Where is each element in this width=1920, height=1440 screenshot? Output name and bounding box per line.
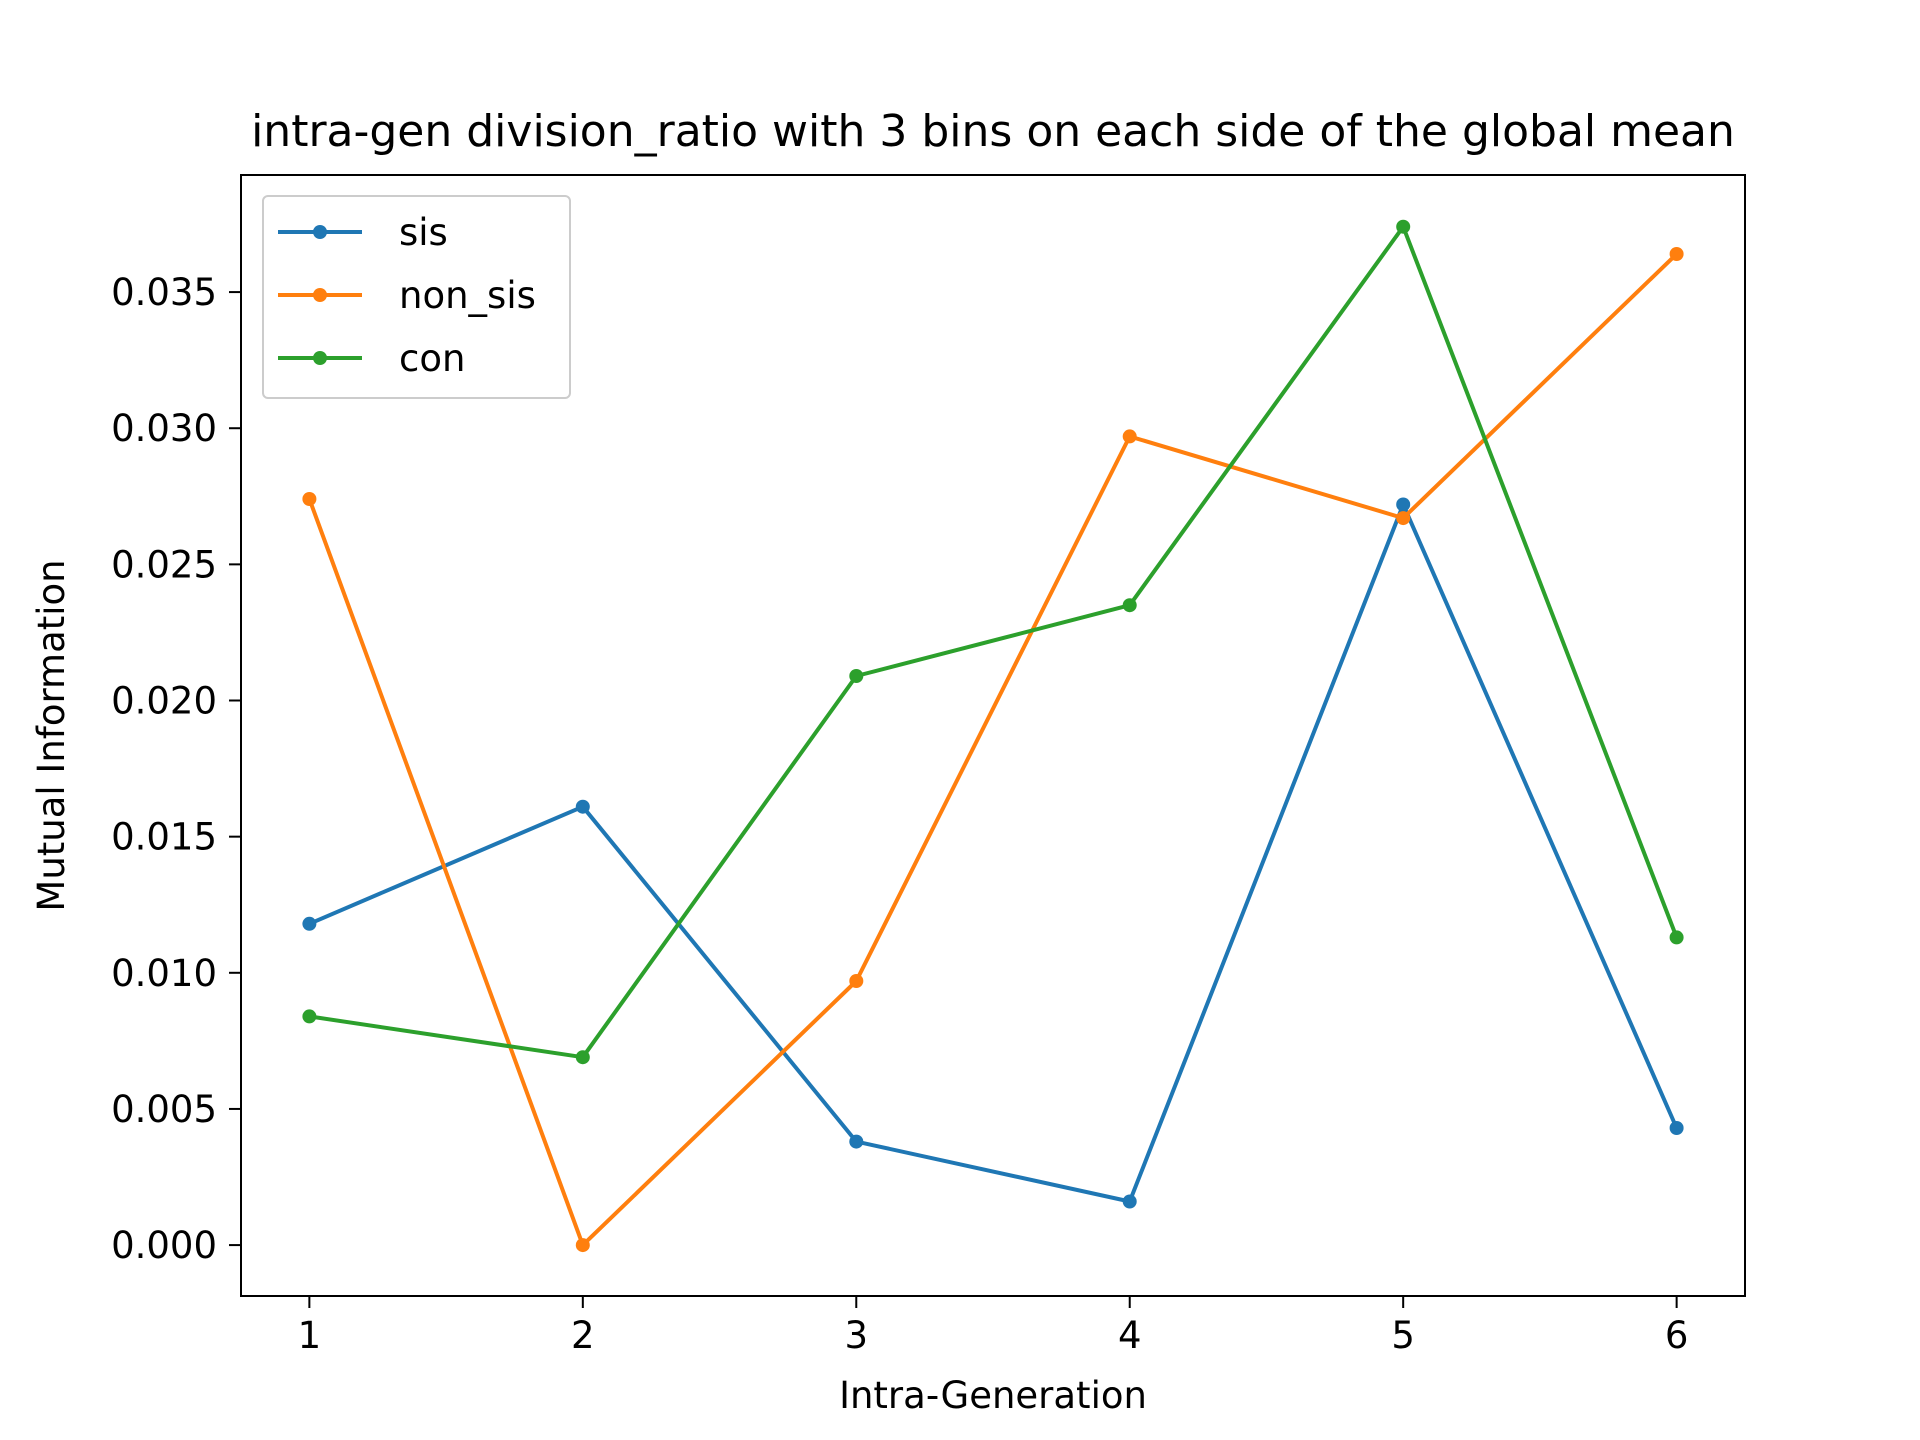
series-sis (302, 497, 1684, 1209)
legend-item-con: con (278, 337, 465, 380)
series-layer (302, 219, 1684, 1253)
y-tick-label: 0.030 (111, 407, 217, 450)
x-axis-label: Intra-Generation (839, 1374, 1147, 1417)
x-tick-label: 2 (571, 1314, 595, 1357)
series-line-con (309, 224, 1679, 1060)
data-point-con-3 (849, 669, 864, 683)
data-point-con-6 (1669, 930, 1684, 945)
x-axis: 1 2 3 4 5 6 (298, 1296, 1689, 1357)
y-axis: 0.000 0.005 0.010 0.015 0.020 0.025 0.030 0.035 (111, 271, 241, 1267)
data-point-non_sis-6 (1669, 247, 1684, 261)
series-line-sis (308, 502, 1679, 1204)
series-con (302, 219, 1684, 1065)
legend-marker (313, 351, 327, 365)
legend-label: con (399, 337, 465, 380)
legend-marker (313, 288, 327, 302)
y-tick-label: 0.020 (111, 680, 217, 723)
data-point-con-5 (1396, 219, 1411, 234)
y-axis-label: Mutual Information (30, 559, 73, 911)
y-tick-label: 0.005 (111, 1088, 217, 1131)
data-point-sis-3 (849, 1134, 864, 1149)
y-tick-label: 0.035 (111, 271, 217, 314)
x-tick-label: 5 (1391, 1314, 1415, 1357)
data-point-sis-6 (1669, 1121, 1684, 1135)
series-non_sis (302, 247, 1684, 1253)
chart-title: intra-gen division_ratio with 3 bins on … (251, 106, 1735, 157)
data-point-con-1 (302, 1009, 317, 1024)
data-point-sis-4 (1122, 1194, 1137, 1209)
data-point-con-2 (575, 1050, 590, 1065)
data-point-sis-2 (575, 799, 590, 814)
y-tick-label: 0.025 (111, 543, 217, 586)
x-tick-label: 3 (844, 1314, 868, 1357)
x-tick-label: 4 (1118, 1314, 1142, 1357)
data-point-non_sis-5 (1396, 511, 1411, 526)
series-line-non_sis (307, 252, 1678, 1248)
legend-marker (313, 225, 327, 239)
x-tick-label: 6 (1665, 1314, 1689, 1357)
legend-item-sis: sis (278, 211, 448, 254)
legend-item-non_sis: non_sis (278, 274, 536, 317)
data-point-non_sis-3 (849, 974, 864, 988)
data-point-sis-5 (1396, 497, 1411, 512)
data-point-non_sis-1 (302, 492, 317, 506)
legend-box (262, 195, 571, 399)
data-point-con-4 (1122, 598, 1137, 613)
legend-label: sis (399, 211, 448, 254)
plot-frame (240, 174, 1746, 1297)
data-point-non_sis-2 (575, 1238, 590, 1253)
y-tick-label: 0.010 (111, 952, 217, 995)
y-tick-label: 0.015 (111, 816, 217, 859)
legend-label: non_sis (399, 274, 536, 317)
x-tick-label: 1 (298, 1314, 322, 1357)
y-tick-label: 0.000 (111, 1224, 217, 1267)
data-point-non_sis-4 (1122, 429, 1137, 444)
data-point-sis-1 (302, 916, 317, 931)
